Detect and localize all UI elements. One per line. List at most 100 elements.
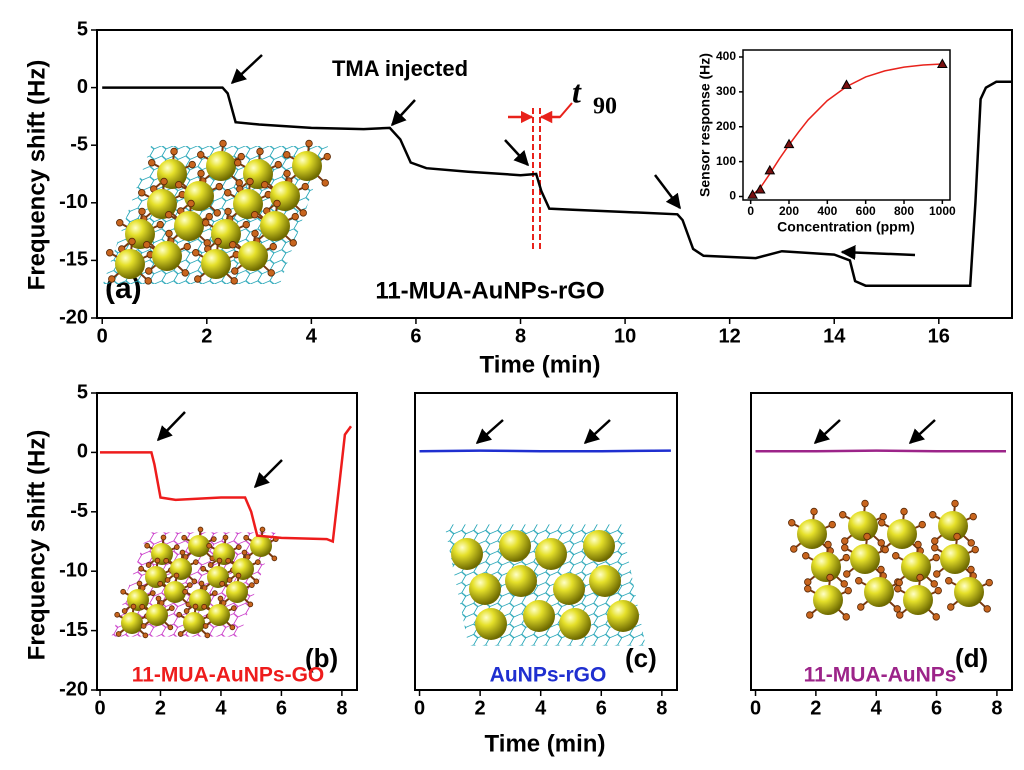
ligand-head [251,229,259,238]
gold-nanoparticle [583,530,615,562]
ligand-head [182,588,188,595]
ligand-head [181,534,187,541]
x-tick-label: 0 [747,204,754,218]
ligand-head [824,540,832,549]
ligand-head [305,139,313,148]
ligand-head [271,555,278,562]
ligand-head [953,532,961,541]
gold-nanoparticle [811,552,841,582]
gold-nanoparticle [233,189,263,219]
x-tick-label: 6 [410,325,421,347]
gold-nanoparticle [848,511,878,541]
ligand-head [193,559,199,565]
ligand-head [187,199,195,208]
sample-label: 11-MUA-AuNPs [804,664,957,687]
gold-nanoparticle [523,600,555,632]
ligand-head [216,557,223,564]
ligand-head [120,588,126,595]
x-tick-label: 2 [810,697,821,719]
ligand-head [229,241,237,249]
ligand-head [206,542,212,549]
ligand-head [138,565,144,572]
ligand-head [217,595,224,602]
ligand-head [900,507,908,516]
x-tick-label: 8 [656,697,667,719]
y-tick-label: 5 [77,381,88,403]
ligand-head [188,160,196,169]
x-tick-label: 600 [856,204,876,218]
gold-nanoparticle [864,577,894,607]
ligand-head [219,580,225,587]
x-tick-label: 1000 [929,204,956,218]
ligand-head [138,189,146,197]
gold-nanoparticle [850,544,880,574]
arrow [504,139,530,167]
x-tick-label: 4 [306,325,318,347]
ligand-head [145,267,153,275]
ligand-head [826,573,834,582]
ligand-head [181,269,189,277]
ligand-head [243,534,249,541]
ligand-head [840,580,848,588]
ligand-head [236,544,242,550]
ligand-head [251,211,259,219]
gold-nanoparticle [260,211,290,241]
ligand-head [918,520,926,529]
y-tick-label: 300 [716,84,736,98]
ligand-head [242,220,250,229]
ligand-head [841,544,849,552]
ligand-head [235,179,243,187]
ligand-head [212,590,218,596]
ligand-head [231,605,237,611]
ligand-head [321,179,329,187]
ligand-head [983,605,991,613]
ligand-head [930,580,938,588]
gold-nanoparticle [553,573,585,605]
ligand-head [205,212,213,221]
ligand-head [895,578,903,587]
y-tick-label: 5 [77,18,88,40]
nanoparticle-illustration [111,526,279,639]
gold-nanoparticle [499,530,531,562]
ligand-head [143,241,151,249]
data-line [100,425,353,544]
gold-nanoparticle [125,219,155,249]
plot-frame [414,392,678,691]
ligand-head [934,586,942,595]
ligand-head [165,211,173,219]
ligand-head [253,578,260,585]
ligand-head [802,552,810,560]
x-tick-label: 6 [276,697,287,719]
ligand-head [916,573,924,582]
x-tick-label: 8 [991,697,1002,719]
x-tick-label: 2 [201,325,212,347]
ligand-head [283,151,291,159]
ligand-head [945,577,953,585]
ligand-head [967,565,975,574]
y-tick-label: 200 [716,119,736,133]
ligand-head [197,151,205,159]
gold-nanoparticle [226,581,248,603]
ligand-head [150,590,156,596]
x-tick-label: 6 [596,697,607,719]
ligand-head [841,537,849,545]
ligand-head [116,219,124,227]
gold-nanoparticle [206,151,236,181]
y-axis-title: Sensor response (Hz) [697,53,713,197]
ligand-head [164,577,171,583]
arrow [583,419,611,445]
ligand-head [932,553,940,562]
sample-label: AuNPs-rGO [490,664,607,687]
ligand-head [224,189,232,197]
gold-nanoparticle [243,159,273,189]
ligand-head [170,147,178,156]
ligand-head [843,570,851,578]
x-tick-label: 200 [779,204,799,218]
annotation: TMA injected [332,56,468,81]
ligand-head [879,512,887,521]
ligand-head [140,623,147,629]
x-tick-label: 16 [928,325,950,347]
ligand-head [230,277,238,285]
y-tick-label: 0 [77,441,88,463]
